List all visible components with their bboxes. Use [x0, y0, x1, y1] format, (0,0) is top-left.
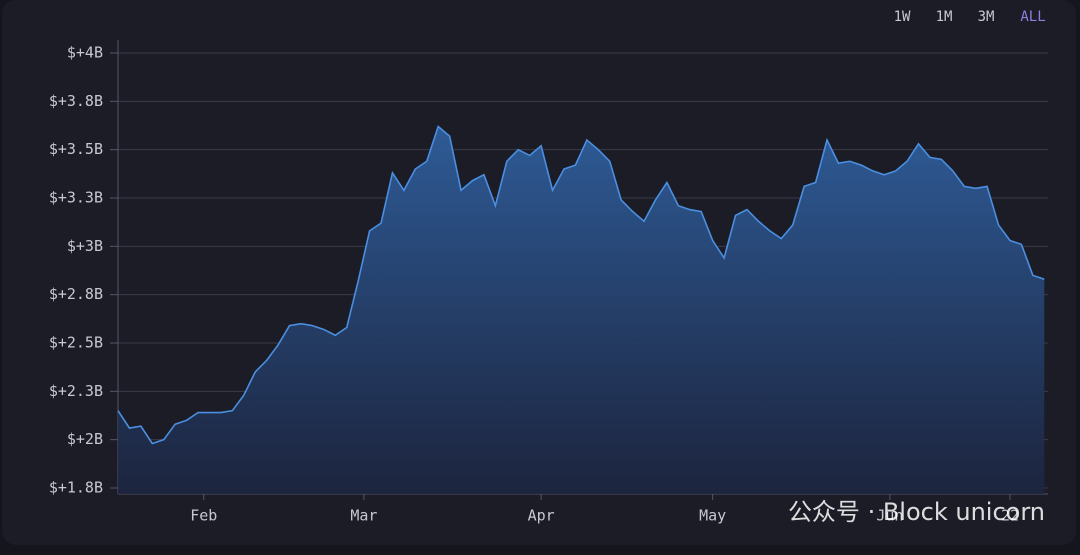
y-tick-label: $+3.8B	[49, 92, 103, 110]
x-tick-label: Jun	[876, 507, 903, 525]
y-tick-label: $+3B	[67, 237, 103, 255]
y-tick-label: $+1.8B	[49, 479, 103, 497]
x-tick-label: May	[699, 507, 726, 525]
y-tick-label: $+4B	[67, 44, 103, 62]
x-tick-label: 22	[1001, 507, 1019, 525]
y-tick-label: $+2.5B	[49, 334, 103, 352]
x-tick-label: Mar	[350, 507, 377, 525]
y-tick-label: $+3.3B	[49, 189, 103, 207]
watermark: 公众号 · Block unicorn	[788, 498, 1045, 526]
y-tick-label: $+2B	[67, 430, 103, 448]
range-button[interactable]: ALL	[1020, 9, 1045, 25]
range-button[interactable]: 3M	[978, 9, 995, 25]
x-tick-label: Feb	[190, 507, 217, 525]
area-fill	[118, 126, 1045, 494]
y-tick-label: $+3.5B	[49, 140, 103, 158]
y-tick-label: $+2.8B	[49, 285, 103, 303]
range-button[interactable]: 1W	[894, 9, 911, 25]
y-tick-label: $+2.3B	[49, 382, 103, 400]
range-button[interactable]: 1M	[936, 9, 953, 25]
area-line	[117, 125, 1045, 445]
x-tick-label: Apr	[528, 507, 555, 525]
